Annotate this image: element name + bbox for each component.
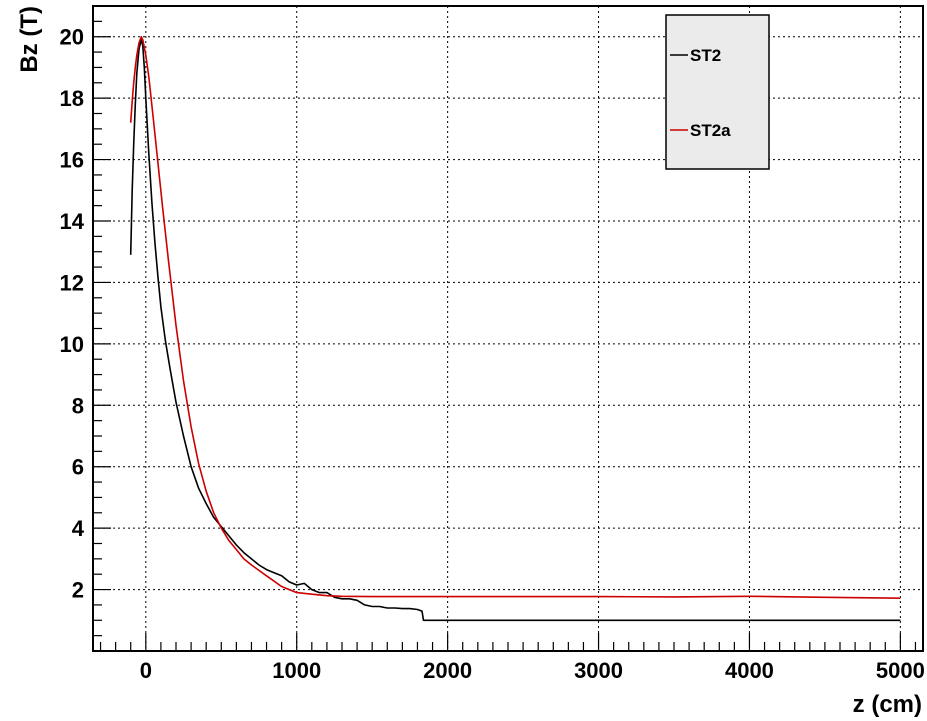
y-tick-label: 20 [60, 25, 84, 50]
y-tick-label: 16 [60, 148, 84, 173]
series-line-st2 [129, 38, 901, 622]
axis-ticks [93, 5, 917, 651]
y-tick-label: 10 [60, 332, 84, 357]
legend-label-st2a: ST2a [690, 121, 731, 140]
grid [93, 6, 923, 651]
y-axis-title: Bz (T) [16, 6, 43, 73]
y-tick-label: 18 [60, 86, 84, 111]
y-tick-label: 8 [72, 393, 84, 418]
x-tick-label: 5000 [876, 658, 925, 683]
legend-box [665, 14, 770, 170]
y-tick-label: 6 [72, 455, 84, 480]
x-tick-label: 1000 [272, 658, 321, 683]
y-tick-label: 14 [60, 209, 85, 234]
tick-labels: 0 1000 2000 3000 4000 5000 2 4 6 8 10 12 14 16 18 20 [60, 25, 925, 683]
x-tick-label: 2000 [423, 658, 472, 683]
plot-frame [92, 5, 924, 652]
x-axis-title: z (cm) [853, 691, 922, 718]
y-tick-label: 4 [72, 516, 85, 541]
y-tick-label: 2 [72, 578, 84, 603]
series-lines [129, 35, 901, 622]
x-tick-label: 3000 [574, 658, 623, 683]
legend-label-st2: ST2 [690, 46, 721, 65]
y-tick-label: 12 [60, 270, 84, 295]
x-tick-label: 4000 [725, 658, 774, 683]
series-line-st2a [129, 35, 901, 599]
legend: ST2 ST2a [665, 14, 770, 170]
x-tick-label: 0 [140, 658, 152, 683]
